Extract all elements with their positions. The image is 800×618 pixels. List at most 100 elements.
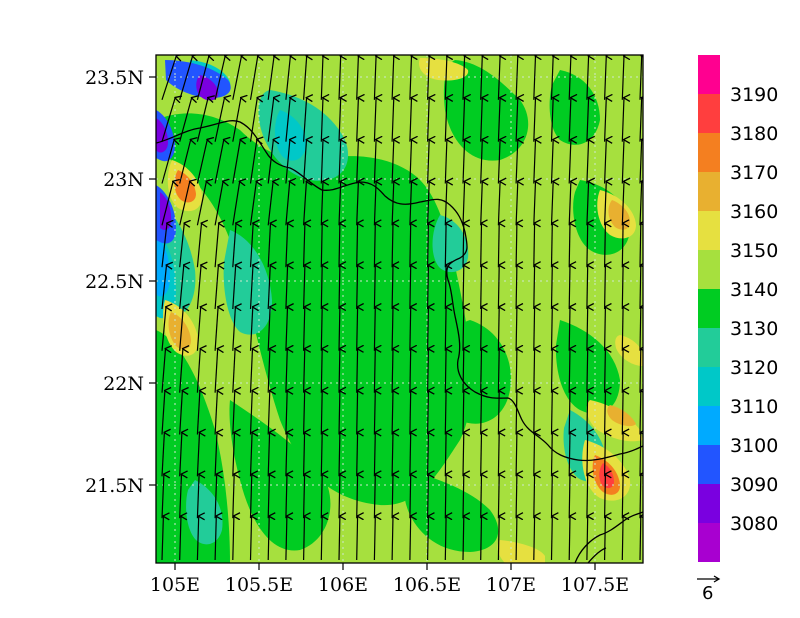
- wind-vector: [338, 474, 340, 519]
- wind-vector: [444, 307, 446, 351]
- wind-vector: [179, 223, 185, 268]
- contour-field: [156, 55, 643, 563]
- wind-vector: [497, 391, 499, 435]
- wind-vector: [285, 140, 290, 184]
- wind-vector: [214, 265, 218, 310]
- wind-vector: [373, 307, 375, 351]
- colorbar-box: [698, 289, 720, 328]
- wind-vector: [179, 307, 184, 351]
- wind-vector: [179, 98, 192, 142]
- wind-vector: [604, 265, 606, 310]
- wind-vector: [249, 181, 257, 226]
- wind-vector: [285, 265, 288, 310]
- wind-vector: [533, 56, 536, 100]
- wind-vector: [196, 516, 198, 561]
- wind-vector: [161, 181, 173, 226]
- wind-vector: [427, 140, 430, 184]
- wind-vector: [214, 516, 216, 561]
- wind-vector: [550, 391, 553, 435]
- wind-vector: [621, 140, 624, 184]
- wind-vector: [515, 98, 518, 142]
- wind-vector: [373, 391, 375, 435]
- wind-vector: [249, 349, 253, 393]
- wind-vector: [462, 223, 464, 268]
- colorbar-box: [698, 328, 720, 367]
- wind-vector: [249, 391, 253, 435]
- wind-vector: [232, 474, 234, 519]
- wind-vector: [462, 432, 464, 477]
- wind-vector: [303, 516, 305, 561]
- wind-vector: [303, 349, 305, 393]
- wind-vector: [586, 140, 589, 184]
- wind-vector: [285, 98, 290, 142]
- wind-vector: [427, 391, 429, 435]
- wind-vector: [621, 391, 623, 435]
- wind-vector: [409, 223, 411, 268]
- wind-vector: [586, 432, 588, 477]
- wind-vector: [621, 474, 623, 519]
- wind-vector: [356, 349, 358, 393]
- wind-vector: [356, 265, 358, 310]
- wind-vector: [444, 474, 446, 519]
- colorbar-box: [698, 484, 720, 523]
- wind-vector: [285, 391, 287, 435]
- colorbar-box: [698, 133, 720, 172]
- wind-vector: [639, 474, 641, 519]
- wind-vector: [303, 265, 305, 310]
- wind-vector: [480, 140, 483, 184]
- wind-vector: [338, 181, 341, 226]
- wind-vector: [338, 265, 340, 310]
- wind-vector: [533, 516, 535, 561]
- wind-vector: [267, 223, 270, 268]
- wind-vector: [515, 223, 517, 268]
- wind-vector: [161, 140, 174, 184]
- wind-vector: [249, 432, 253, 477]
- wind-vector: [249, 265, 254, 310]
- wind-vector: [232, 307, 236, 351]
- wind-vector: [232, 391, 235, 435]
- wind-vector: [497, 474, 499, 519]
- wind-vector: [267, 140, 273, 184]
- wind-vector: [550, 516, 553, 561]
- wind-vector: [462, 307, 464, 351]
- colorbar-box: [698, 367, 720, 406]
- wind-vector: [604, 307, 606, 351]
- wind-vector: [409, 516, 411, 561]
- wind-vector: [303, 307, 305, 351]
- wind-vector: [179, 181, 190, 226]
- wind-vector: [267, 56, 274, 100]
- wind-vector: [249, 56, 258, 100]
- wind-vector: [515, 391, 517, 435]
- wind-vector: [161, 349, 166, 393]
- colorbar-box: [698, 94, 720, 133]
- wind-vector: [391, 516, 393, 561]
- wind-vector: [604, 223, 606, 268]
- wind-vector: [568, 98, 571, 142]
- x-tick-labels: 105E 105.5E 106E 106.5E 107E 107.5E: [150, 574, 629, 596]
- wind-vector: [232, 223, 236, 268]
- wind-vector: [338, 349, 340, 393]
- wind-vector: [568, 391, 570, 435]
- wind-vector: [285, 181, 290, 226]
- wind-vector: [196, 56, 209, 100]
- wind-vector: [462, 265, 464, 310]
- y-tick-labels: 23.5N 23N 22.5N 22N 21.5N: [85, 67, 144, 497]
- wind-vector: [320, 140, 323, 184]
- wind-vector: [480, 474, 482, 519]
- wind-vector: [179, 516, 181, 561]
- wind-vector: [550, 223, 553, 268]
- axis-ticks: [149, 76, 596, 570]
- wind-vector: [356, 307, 358, 351]
- wind-vector: [249, 98, 258, 142]
- wind-vector: [214, 391, 217, 435]
- wind-vector: [550, 181, 554, 226]
- x-tick-label: 105E: [150, 574, 200, 596]
- wind-vector: [356, 432, 358, 477]
- wind-vector: [338, 223, 340, 268]
- wind-vector: [515, 181, 518, 226]
- colorbar-label: 3170: [730, 162, 778, 184]
- wind-vector: [179, 265, 184, 310]
- wind-vector: [586, 349, 588, 393]
- wind-vector: [604, 516, 606, 561]
- wind-vector: [373, 181, 376, 226]
